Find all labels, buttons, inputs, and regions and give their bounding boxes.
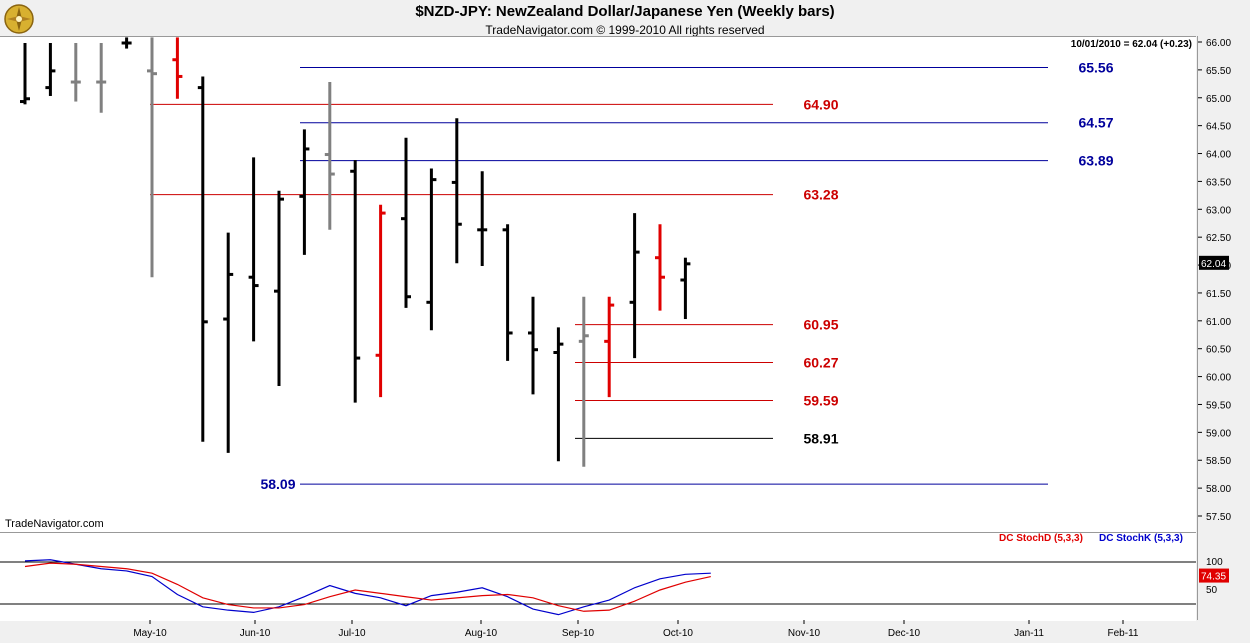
date-tick-label: May-10	[133, 628, 167, 639]
date-tick-label: Aug-10	[465, 628, 498, 639]
stoch-d-value-box	[1199, 568, 1229, 583]
stoch-tick-label: 100	[1206, 557, 1223, 568]
level-label: 63.28	[803, 187, 838, 203]
stoch-tick-label: 50	[1206, 585, 1218, 596]
ohlc-bar	[299, 129, 310, 255]
level-label: 60.95	[803, 317, 838, 333]
ohlc-bar	[401, 137, 411, 308]
ohlc-bar	[147, 37, 157, 278]
price-tick-label: 65.00	[1206, 94, 1231, 105]
watermark-text: TradeNavigator.com	[5, 518, 104, 530]
price-tick-label: 59.50	[1206, 400, 1231, 411]
date-tick-label: Feb-11	[1108, 628, 1139, 639]
price-tick-label: 63.50	[1206, 177, 1231, 188]
price-panel[interactable]: 65.56 64.90 64.57 63.89 63.28 60.95 60.27 59.59…	[0, 36, 1196, 533]
date-tick-label: Jan-11	[1014, 628, 1044, 639]
last-price-box	[1199, 255, 1229, 270]
price-tick-label: 64.50	[1206, 122, 1231, 133]
price-tick-label: 60.50	[1206, 345, 1231, 356]
trade-navigator-logo	[4, 4, 34, 34]
date-tick-label: Dec-10	[888, 628, 921, 639]
date-tick-label: Nov-10	[788, 628, 821, 639]
price-tick-label: 64.00	[1206, 150, 1231, 161]
price-tick-label: 63.00	[1206, 205, 1231, 216]
level-label: 58.91	[803, 430, 838, 446]
price-tick-label: 60.00	[1206, 373, 1231, 384]
date-axis: May-10 Jun-10 Jul-10 Aug-10 Sep-10 Oct-10 Nov-…	[133, 620, 1139, 639]
stochastic-chart	[0, 559, 1196, 616]
last-quote: 10/01/2010 = 62.04 (+0.23)	[1070, 39, 1192, 50]
ohlc-bar	[528, 296, 538, 395]
ohlc-bar	[553, 327, 564, 462]
ohlc-bar	[197, 76, 208, 442]
price-tick-label: 61.00	[1206, 317, 1231, 328]
price-tick-label: 62.50	[1206, 233, 1231, 244]
ohlc-bar	[223, 232, 234, 453]
stoch-d-legend: DC StochD (5,3,3)	[999, 533, 1083, 544]
level-label: 60.27	[803, 355, 838, 371]
level-label: 59.59	[803, 392, 838, 408]
stoch-k-legend: DC StochK (5,3,3)	[1099, 533, 1183, 544]
price-axis-labels: 66.00 65.50 65.00 64.50 64.00 63.50 63.00 62.50…	[1198, 38, 1231, 596]
stoch-k-line	[24, 559, 711, 616]
ohlc-bar	[350, 160, 361, 403]
ohlc-bar	[451, 118, 462, 264]
price-tick-label: 58.50	[1206, 456, 1231, 467]
price-tick-label: 65.50	[1206, 66, 1231, 77]
level-label: 58.09	[260, 476, 295, 492]
chart-subtitle: TradeNavigator.com © 1999-2010 All right…	[485, 23, 765, 37]
date-tick-label: Sep-10	[562, 628, 595, 639]
price-chart: 65.56 64.90 64.57 63.89 63.28 60.95 60.27 59.59…	[20, 37, 1114, 492]
ohlc-bar	[45, 43, 56, 96]
ohlc-bar	[274, 190, 284, 386]
stoch-d-value-label: 74.35	[1201, 572, 1226, 583]
ohlc-bar	[680, 257, 691, 320]
last-price-label: 62.04	[1201, 259, 1226, 270]
ohlc-bar	[375, 204, 386, 398]
price-axis: 66.00 65.50 65.00 64.50 64.00 63.50 63.00 62.50…	[1197, 36, 1250, 620]
level-label: 65.56	[1078, 60, 1113, 76]
date-tick-label: Jul-10	[338, 628, 366, 639]
stoch-d-line	[24, 562, 711, 612]
ohlc-bar	[324, 82, 335, 230]
ohlc-bar	[477, 171, 488, 267]
ohlc-bar	[121, 37, 132, 49]
price-tick-label: 58.00	[1206, 484, 1231, 495]
ohlc-bar	[655, 224, 665, 311]
ohlc-bar	[248, 157, 259, 342]
ohlc-bar	[172, 37, 183, 99]
ohlc-bar	[426, 168, 437, 331]
ohlc-bar	[70, 43, 81, 102]
chart-title: $NZD-JPY: NewZealand Dollar/Japanese Yen…	[415, 3, 835, 20]
date-tick-label: Oct-10	[663, 628, 693, 639]
level-label: 64.90	[803, 96, 838, 112]
ohlc-bar	[604, 296, 615, 398]
ohlc-bar	[629, 213, 640, 359]
level-label: 63.89	[1078, 153, 1113, 169]
ohlc-bar	[578, 296, 589, 467]
price-tick-label: 66.00	[1206, 38, 1231, 49]
ohlc-bar	[96, 43, 107, 113]
price-tick-label: 61.50	[1206, 289, 1231, 300]
price-tick-label: 57.50	[1206, 512, 1231, 523]
ohlc-bar	[20, 43, 30, 105]
price-tick-label: 59.00	[1206, 428, 1231, 439]
stochastic-panel[interactable]	[0, 532, 1196, 621]
date-tick-label: Jun-10	[240, 628, 271, 639]
level-label: 64.57	[1078, 115, 1113, 131]
ohlc-bar	[502, 224, 513, 361]
